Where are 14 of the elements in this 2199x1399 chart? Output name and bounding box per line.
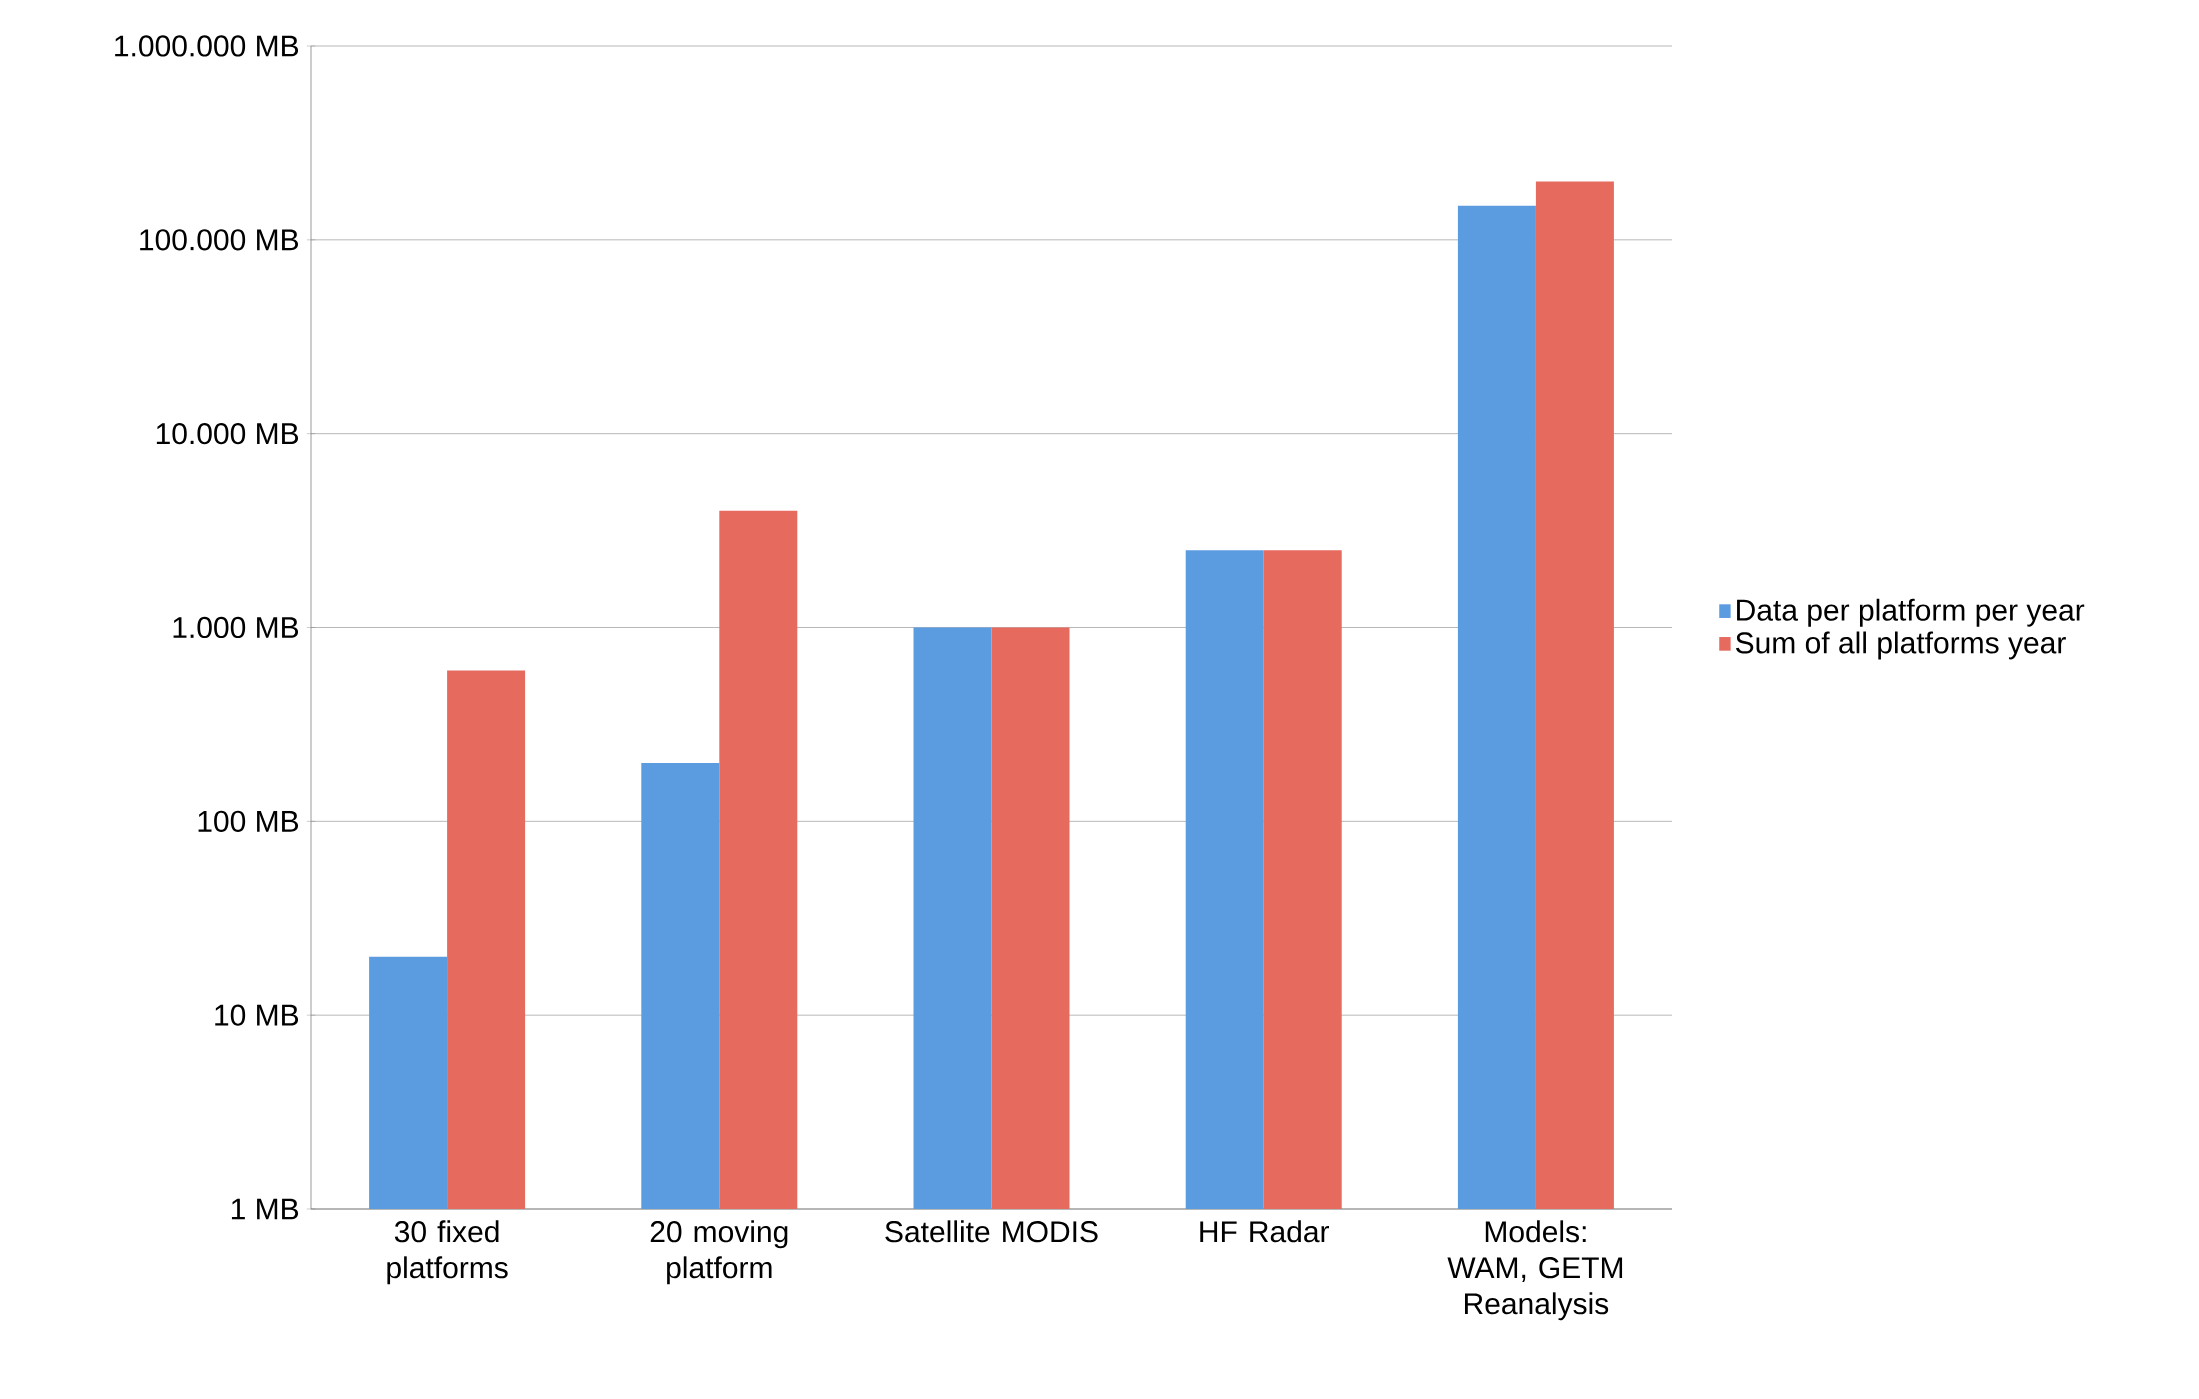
x-tick-label: 30 fixed platforms bbox=[387, 1220, 508, 1285]
x-tick-label: HF Radar bbox=[1200, 1220, 1330, 1243]
y-tick-label: 1.000 MB bbox=[173, 616, 299, 639]
x-tick-label: Satellite MODIS bbox=[885, 1220, 1098, 1243]
y-tick-label: 10 MB bbox=[215, 1004, 299, 1026]
y-tick-label: 1.000.000 MB bbox=[115, 35, 299, 57]
y-tick-label: 100.000 MB bbox=[140, 229, 299, 251]
legend-label: Data per platform per year bbox=[1737, 598, 2085, 627]
y-tick-label: 1 MB bbox=[231, 1198, 299, 1220]
x-tick-label: 20 moving platform bbox=[650, 1220, 788, 1285]
y-tick-label: 10.000 MB bbox=[156, 423, 299, 445]
x-tick-label: Models: WAM, GETM Reanalysis bbox=[1447, 1220, 1623, 1321]
y-tick-label: 100 MB bbox=[198, 810, 299, 832]
legend-label: Sum of all platforms year bbox=[1735, 631, 2066, 660]
